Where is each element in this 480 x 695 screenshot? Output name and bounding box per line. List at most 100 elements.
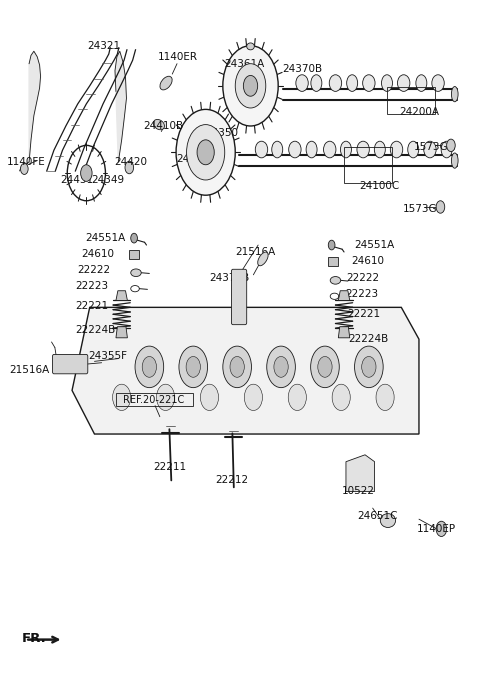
Ellipse shape [451, 87, 458, 101]
Text: 24355F: 24355F [88, 352, 127, 361]
Text: 24610: 24610 [81, 249, 114, 259]
Circle shape [311, 346, 339, 388]
Circle shape [436, 201, 445, 213]
Text: 24375B: 24375B [209, 273, 250, 284]
Ellipse shape [324, 141, 336, 158]
Ellipse shape [416, 75, 427, 91]
Polygon shape [72, 307, 419, 434]
Polygon shape [346, 455, 374, 491]
Circle shape [376, 384, 394, 411]
Ellipse shape [451, 153, 458, 168]
Text: 1140ER: 1140ER [158, 51, 198, 62]
Text: 22211: 22211 [153, 461, 186, 472]
Text: 24431: 24431 [60, 175, 94, 185]
Circle shape [436, 521, 446, 537]
Ellipse shape [390, 141, 403, 158]
Polygon shape [115, 51, 126, 162]
Text: 1573GG: 1573GG [402, 204, 445, 214]
Circle shape [186, 357, 201, 377]
Text: 24420: 24420 [115, 157, 148, 167]
Ellipse shape [131, 269, 141, 277]
Bar [387, 88, 435, 113]
Text: 10522: 10522 [342, 486, 375, 496]
Circle shape [332, 384, 350, 411]
Circle shape [267, 346, 295, 388]
Ellipse shape [347, 75, 358, 91]
Circle shape [355, 346, 383, 388]
Ellipse shape [357, 141, 369, 158]
Ellipse shape [432, 75, 444, 91]
Ellipse shape [288, 141, 301, 158]
Text: 22223: 22223 [346, 289, 379, 300]
Circle shape [274, 357, 288, 377]
Ellipse shape [329, 75, 342, 91]
Text: 24370B: 24370B [282, 63, 322, 74]
Circle shape [201, 384, 218, 411]
Circle shape [131, 234, 137, 243]
Ellipse shape [380, 514, 396, 528]
Text: REF.20-221C: REF.20-221C [122, 395, 184, 405]
Text: 24410B: 24410B [144, 121, 184, 131]
Circle shape [244, 384, 263, 411]
Circle shape [81, 165, 92, 181]
Circle shape [187, 124, 225, 180]
Ellipse shape [408, 141, 419, 158]
Ellipse shape [258, 252, 268, 265]
Ellipse shape [441, 141, 452, 158]
Bar [328, 257, 338, 265]
Text: 24551A: 24551A [354, 240, 395, 250]
Ellipse shape [153, 120, 165, 130]
Text: FR.: FR. [22, 632, 46, 645]
FancyBboxPatch shape [52, 354, 88, 374]
Ellipse shape [382, 75, 393, 91]
Text: 24361A: 24361A [176, 154, 216, 163]
Text: 22224B: 22224B [75, 325, 115, 335]
Circle shape [328, 240, 335, 250]
Ellipse shape [330, 277, 341, 284]
Circle shape [125, 161, 133, 174]
Text: 22221: 22221 [75, 301, 108, 311]
Text: 22224B: 22224B [348, 334, 388, 344]
Circle shape [223, 346, 252, 388]
FancyBboxPatch shape [231, 269, 247, 325]
Circle shape [156, 384, 175, 411]
Text: 22212: 22212 [215, 475, 248, 485]
Text: 24651C: 24651C [357, 512, 398, 521]
Circle shape [135, 346, 164, 388]
Circle shape [21, 163, 28, 174]
Polygon shape [116, 291, 127, 300]
Circle shape [288, 384, 306, 411]
Circle shape [179, 346, 207, 388]
Circle shape [230, 357, 244, 377]
Text: 24321: 24321 [87, 42, 120, 51]
Text: 24349: 24349 [91, 175, 124, 185]
Circle shape [318, 357, 332, 377]
Circle shape [446, 139, 455, 152]
Ellipse shape [311, 75, 322, 91]
Circle shape [223, 46, 278, 126]
Ellipse shape [160, 76, 172, 90]
Polygon shape [338, 291, 350, 300]
Text: 1573GG: 1573GG [413, 142, 456, 152]
Circle shape [362, 357, 376, 377]
Circle shape [197, 140, 214, 165]
Ellipse shape [306, 141, 317, 158]
Bar [129, 250, 139, 259]
Text: 1140FE: 1140FE [7, 157, 46, 167]
Ellipse shape [340, 141, 351, 158]
Polygon shape [116, 327, 127, 338]
Text: 22222: 22222 [77, 265, 110, 275]
Text: 24610: 24610 [351, 256, 384, 266]
Text: 24350: 24350 [205, 128, 239, 138]
Circle shape [113, 384, 131, 411]
Circle shape [243, 76, 258, 96]
Circle shape [235, 64, 266, 108]
Ellipse shape [424, 141, 436, 158]
Text: 22222: 22222 [347, 273, 380, 284]
Bar [116, 393, 193, 406]
Ellipse shape [374, 141, 385, 158]
Text: 24551A: 24551A [85, 233, 126, 243]
Polygon shape [29, 51, 40, 162]
Ellipse shape [255, 141, 268, 158]
Text: 24100C: 24100C [360, 181, 400, 191]
